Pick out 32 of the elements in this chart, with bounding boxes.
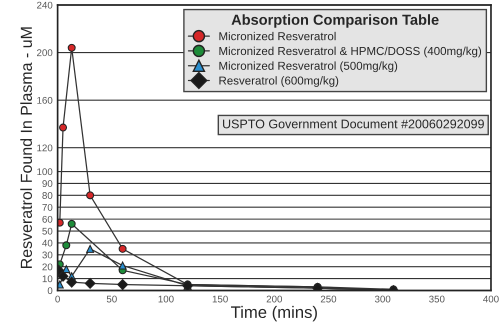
y-tick-label: 60 [42,216,52,223]
legend-label: Micronized Resveratrol & HPMC/DOSS (400mg/kg) [219,46,482,58]
y-tick-label: 240 [37,2,52,9]
y-tick-label: 0 [48,287,52,294]
y-tick-label: 70 [42,204,52,211]
y-tick-label: 90 [42,180,52,188]
x-tick-label: 350 [429,296,445,302]
x-tick-label: 150 [212,296,228,302]
y-tick-label: 30 [42,252,52,258]
x-axis-title: Time (mins) [231,306,317,322]
legend-label: Micronized Resveratrol [219,32,336,40]
annotation: USPTO Government Document #20060292099 [223,120,484,128]
y-tick-label: 50 [42,228,52,235]
y-tick-label: 160 [37,96,52,104]
y-axis-title: Resveratrol Found In Plasma - uM [20,27,32,268]
y-tick-label: 10 [42,275,52,282]
y-tick-label: 200 [37,49,52,56]
x-tick-label: 400 [483,296,499,302]
x-tick-label: 100 [158,296,174,302]
legend-label: Micronized Resveratrol (500mg/kg) [219,61,398,72]
y-tick-label: 40 [42,240,52,247]
y-tick-label: 100 [37,168,52,176]
x-tick-label: 250 [320,296,336,302]
y-tick-label: 120 [37,144,52,152]
x-tick-label: 200 [266,296,282,302]
legend-title: Absorption Comparison Table [232,14,439,28]
x-tick-label: 50 [106,296,117,302]
y-tick-label: 80 [42,192,52,199]
x-tick-label: 0 [55,296,60,302]
y-tick-label: 20 [42,263,52,270]
x-tick-label: 300 [374,296,390,302]
legend-label: Resveratrol (600mg/kg) [219,76,338,87]
